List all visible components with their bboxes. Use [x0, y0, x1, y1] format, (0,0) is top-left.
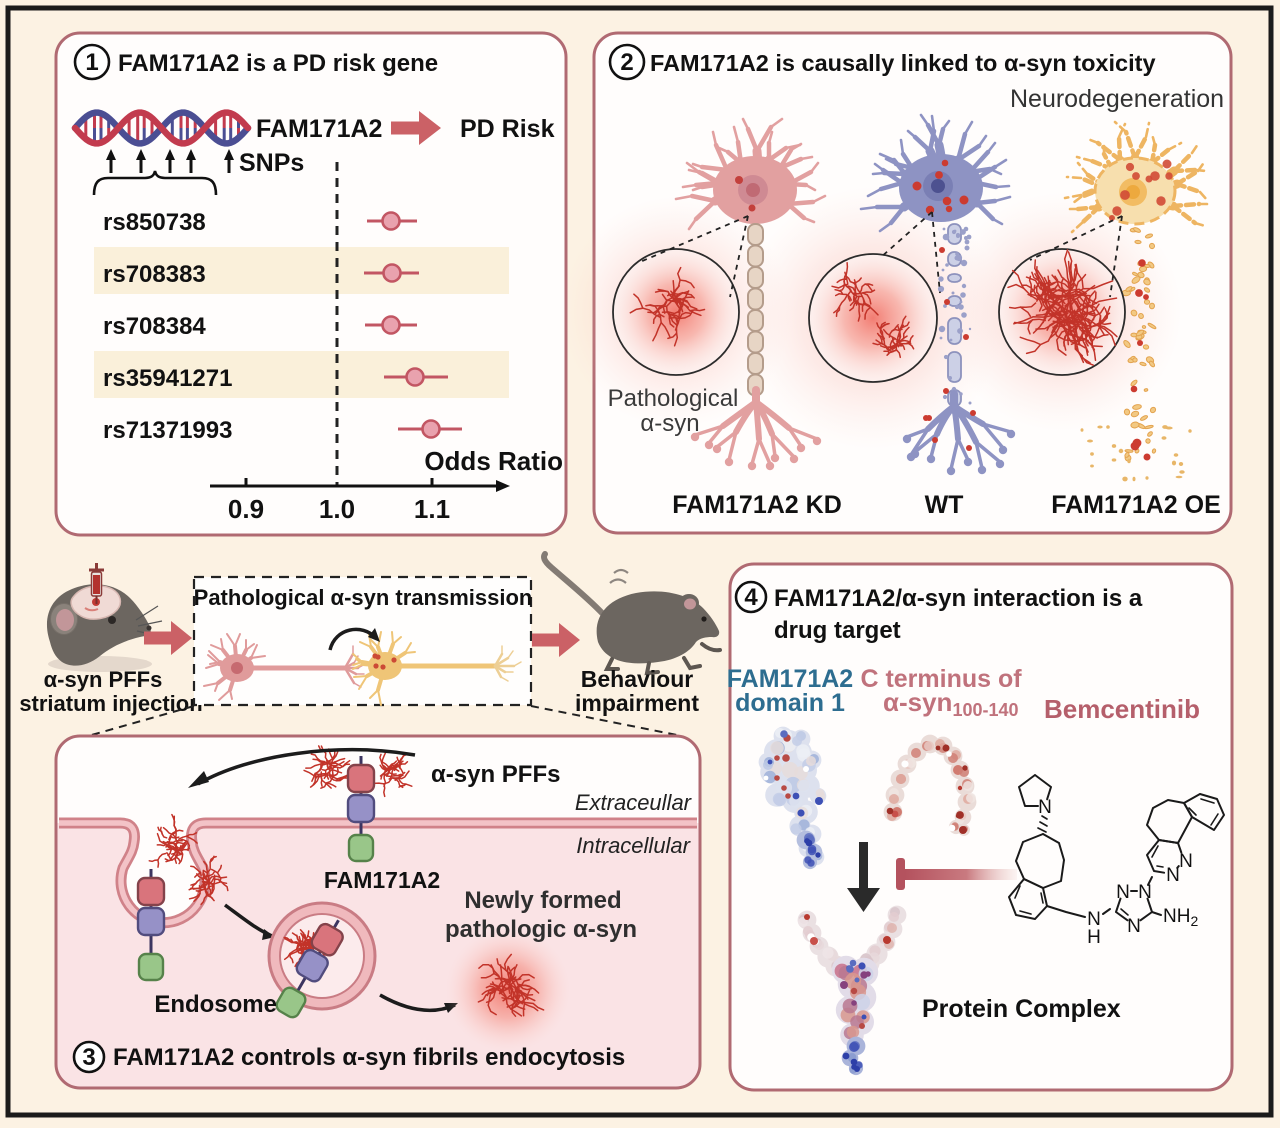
svg-text:Neurodegeneration: Neurodegeneration [1010, 85, 1224, 113]
svg-text:α-syn PFFs: α-syn PFFs [44, 667, 163, 692]
svg-text:1.0: 1.0 [319, 494, 355, 524]
svg-text:α-syn: α-syn [640, 410, 699, 437]
svg-text:rs850738: rs850738 [103, 209, 206, 236]
svg-text:4: 4 [744, 584, 758, 611]
svg-text:N: N [1179, 851, 1193, 872]
svg-text:FAM171A2 is a PD risk gene: FAM171A2 is a PD risk gene [118, 50, 438, 77]
svg-text:0.9: 0.9 [228, 494, 264, 524]
svg-text:C terminus of: C terminus of [860, 665, 1022, 693]
svg-text:N: N [1127, 916, 1141, 937]
svg-text:H: H [1087, 927, 1101, 948]
svg-text:FAM171A2: FAM171A2 [727, 665, 853, 693]
svg-text:FAM171A2 controls α-syn fibril: FAM171A2 controls α-syn fibrils endocyto… [113, 1044, 625, 1071]
svg-text:N: N [1116, 882, 1130, 903]
svg-text:Bemcentinib: Bemcentinib [1044, 694, 1200, 724]
svg-text:Endosome: Endosome [154, 991, 277, 1018]
svg-text:FAM171A2 is causally linked to: FAM171A2 is causally linked to α-syn tox… [650, 50, 1156, 76]
svg-text:PD Risk: PD Risk [460, 115, 555, 143]
svg-text:FAM171A2: FAM171A2 [324, 867, 440, 893]
svg-text:Behaviour: Behaviour [581, 666, 694, 692]
svg-text:Pathological α-syn transmissio: Pathological α-syn transmission [194, 585, 533, 610]
svg-text:rs35941271: rs35941271 [103, 365, 232, 392]
svg-text:impairment: impairment [575, 690, 699, 716]
svg-text:N: N [1038, 797, 1052, 818]
svg-text:FAM171A2/α-syn interaction is: FAM171A2/α-syn interaction is a [774, 585, 1143, 612]
svg-text:WT: WT [925, 491, 964, 519]
svg-text:Extraceullar: Extraceullar [575, 790, 693, 815]
svg-text:SNPs: SNPs [239, 149, 304, 177]
svg-text:α-syn PFFs: α-syn PFFs [431, 761, 560, 788]
svg-text:3: 3 [82, 1044, 95, 1071]
svg-text:Newly formed: Newly formed [464, 887, 621, 914]
svg-text:striatum injection: striatum injection [19, 691, 202, 716]
svg-text:N: N [1138, 882, 1152, 903]
svg-text:rs708383: rs708383 [103, 261, 206, 288]
svg-text:N: N [1087, 909, 1101, 930]
svg-text:Intracellular: Intracellular [576, 833, 691, 858]
svg-text:rs71371993: rs71371993 [103, 417, 232, 444]
svg-text:2: 2 [620, 49, 633, 76]
svg-text:1.1: 1.1 [414, 494, 450, 524]
svg-text:domain 1: domain 1 [735, 689, 845, 717]
svg-text:1: 1 [85, 49, 98, 76]
svg-text:Pathological: Pathological [608, 385, 739, 412]
svg-text:pathologic α-syn: pathologic α-syn [445, 916, 637, 943]
svg-text:FAM171A2 OE: FAM171A2 OE [1051, 491, 1221, 519]
svg-text:Odds Ratio: Odds Ratio [424, 446, 563, 476]
svg-text:NH2: NH2 [1163, 906, 1198, 929]
svg-text:Protein Complex: Protein Complex [922, 995, 1121, 1023]
svg-text:N: N [1166, 865, 1180, 886]
svg-text:drug target: drug target [774, 617, 901, 644]
svg-text:rs708384: rs708384 [103, 313, 206, 340]
svg-text:FAM171A2 KD: FAM171A2 KD [672, 491, 842, 519]
svg-text:FAM171A2: FAM171A2 [256, 115, 382, 143]
